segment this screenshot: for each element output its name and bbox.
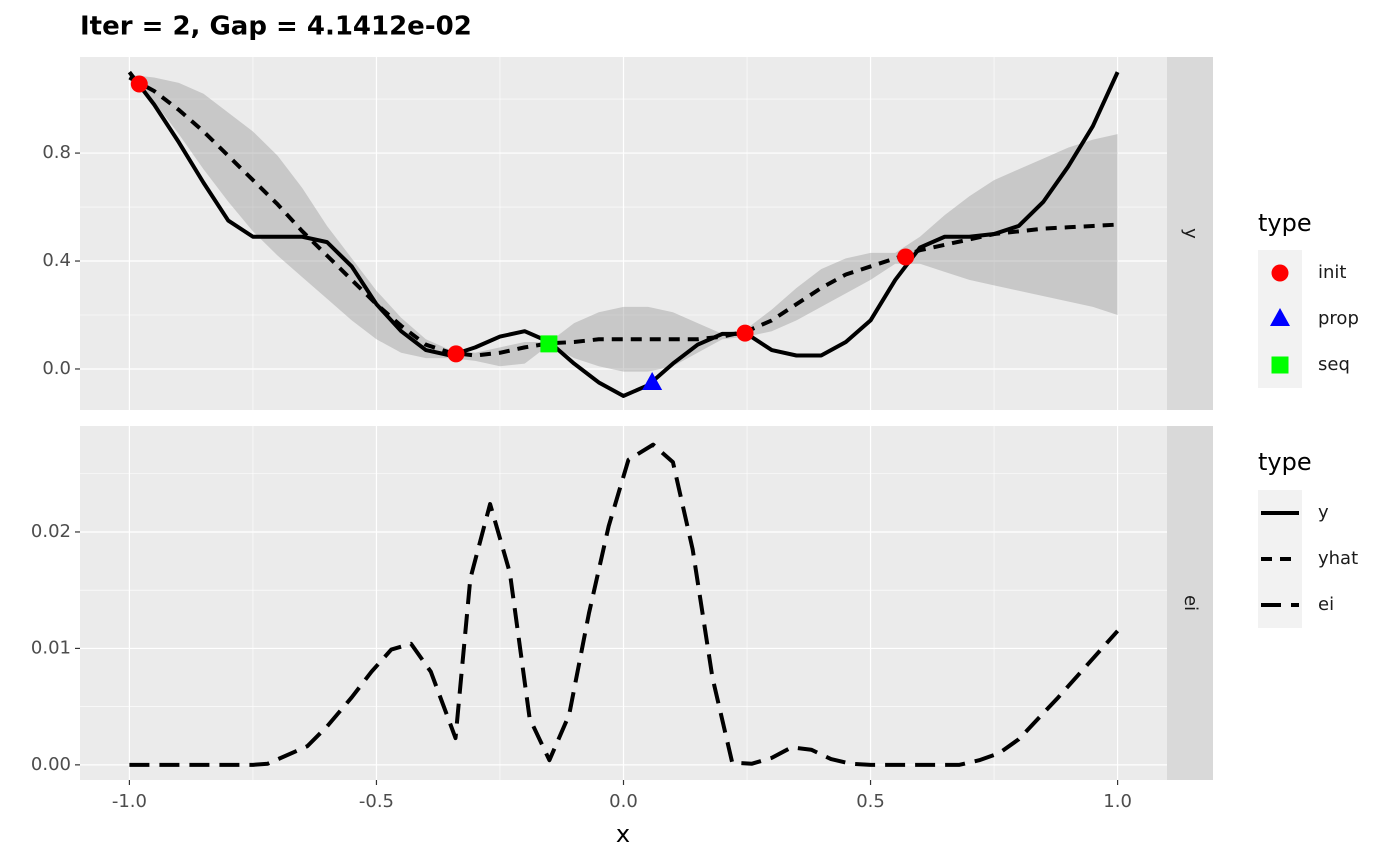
x-tick-label: -0.5 (359, 791, 394, 812)
point (130, 75, 148, 93)
point (540, 335, 558, 353)
y-tick-label: 0.4 (42, 250, 71, 271)
legend-label: ei (1318, 594, 1334, 615)
point (642, 372, 663, 391)
strip-label: y (1180, 228, 1201, 239)
x-tick-label: 0.0 (609, 791, 638, 812)
legend-label: seq (1318, 354, 1350, 375)
point (897, 248, 915, 266)
plot-area (129, 442, 1120, 767)
legend-key (1271, 356, 1289, 374)
x-tick-label: 1.0 (1103, 791, 1132, 812)
legend-label: yhat (1318, 548, 1358, 569)
strip-label: ei (1180, 595, 1201, 611)
point (736, 324, 754, 342)
legend-key (1271, 264, 1289, 282)
legend-key (1270, 308, 1290, 326)
point (447, 345, 465, 363)
y-tick-label: 0.00 (31, 754, 71, 775)
line (127, 70, 1120, 398)
strip-background (1167, 57, 1213, 410)
x-axis-title: x (616, 820, 630, 848)
line (128, 75, 1118, 358)
legend-label: y (1318, 502, 1329, 523)
strip-background (1167, 426, 1213, 780)
legend-title: type (1258, 209, 1312, 237)
confidence-band (129, 74, 1118, 372)
legend-title: type (1258, 448, 1312, 476)
legend-label: prop (1318, 308, 1359, 329)
chart-title: Iter = 2, Gap = 4.1412e-02 (80, 12, 472, 42)
y-tick-label: 0.01 (31, 637, 71, 658)
y-tick-label: 0.8 (42, 142, 71, 163)
plot-area (127, 70, 1120, 398)
y-tick-label: 0.02 (31, 521, 71, 542)
x-tick-label: 0.5 (856, 791, 885, 812)
line (129, 442, 1120, 767)
x-tick-label: -1.0 (112, 791, 147, 812)
legend-label: init (1318, 262, 1346, 283)
y-tick-label: 0.0 (42, 358, 71, 379)
